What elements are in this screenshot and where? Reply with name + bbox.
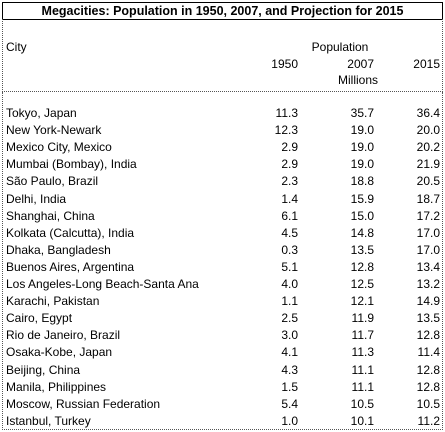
- city-cell: Osaka-Kobe, Japan: [6, 345, 113, 360]
- city-cell: Shanghai, China: [6, 208, 95, 223]
- title: Megacities: Population in 1950, 2007, an…: [2, 2, 443, 20]
- city-cell: Manila, Philippines: [6, 379, 107, 394]
- value-cell: 6.1: [281, 208, 298, 223]
- value-cell: 2.3: [281, 174, 298, 189]
- value-cell: 10.5: [350, 396, 374, 411]
- value-cell: 19.0: [350, 157, 374, 172]
- value-cell: 20.5: [416, 174, 440, 189]
- value-cell: 21.9: [416, 157, 440, 172]
- value-cell: 17.0: [416, 225, 440, 240]
- city-cell: Beijing, China: [6, 362, 81, 377]
- value-cell: 12.8: [416, 328, 440, 343]
- value-cell: 15.0: [350, 208, 374, 223]
- value-cell: 14.9: [416, 294, 440, 309]
- value-cell: 14.8: [350, 225, 374, 240]
- value-cell: 13.2: [416, 277, 440, 291]
- value-cell: 0.3: [281, 242, 298, 257]
- city-cell: Mumbai (Bombay), India: [6, 157, 137, 172]
- value-cell: 4.5: [281, 225, 298, 240]
- value-cell: 11.9: [351, 311, 374, 326]
- value-cell: 5.1: [281, 259, 298, 274]
- value-cell: 1.0: [281, 413, 298, 428]
- value-cell: 1.1: [281, 294, 298, 309]
- city-cell: Cairo, Egypt: [6, 311, 73, 326]
- value-cell: 2.9: [281, 140, 298, 155]
- value-cell: 19.0: [350, 123, 374, 138]
- value-cell: 35.7: [350, 106, 374, 120]
- value-cell: 20.2: [416, 140, 440, 155]
- value-cell: 11.2: [417, 413, 440, 428]
- value-cell: 12.8: [416, 379, 440, 394]
- value-cell: 12.1: [350, 294, 374, 309]
- city-cell: New York-Newark: [6, 123, 102, 138]
- value-cell: 11.3: [275, 106, 298, 120]
- header-box: [2, 19, 443, 92]
- value-cell: 1.4: [281, 191, 298, 206]
- city-cell: Los Angeles-Long Beach-Santa Ana: [6, 277, 199, 291]
- value-cell: 2.9: [281, 157, 298, 172]
- value-cell: 19.0: [350, 140, 374, 155]
- year-header: 1950: [271, 57, 298, 71]
- value-cell: 20.0: [416, 123, 440, 138]
- city-cell: Dhaka, Bangladesh: [6, 242, 111, 257]
- city-cell: Istanbul, Turkey: [6, 413, 91, 428]
- value-cell: 18.7: [416, 191, 440, 206]
- value-cell: 17.0: [416, 242, 440, 257]
- value-cell: 12.5: [350, 277, 374, 291]
- value-cell: 1.5: [281, 379, 298, 394]
- value-cell: 11.4: [417, 345, 440, 360]
- value-cell: 4.0: [281, 277, 298, 291]
- population-header: Population: [311, 40, 369, 54]
- city-cell: Karachi, Pakistan: [6, 294, 100, 309]
- value-cell: 10.5: [416, 396, 440, 411]
- value-cell: 5.4: [281, 396, 298, 411]
- year-header: 2015: [413, 57, 440, 71]
- value-cell: 36.4: [416, 106, 440, 120]
- value-cell: 12.8: [416, 362, 440, 377]
- value-cell: 11.7: [351, 328, 374, 343]
- city-cell: Delhi, India: [6, 191, 67, 206]
- value-cell: 12.8: [350, 259, 374, 274]
- city-cell: Mexico City, Mexico: [6, 140, 112, 155]
- value-cell: 4.3: [281, 362, 298, 377]
- city-cell: Rio de Janeiro, Brazil: [6, 328, 121, 343]
- value-cell: 13.4: [416, 259, 440, 274]
- city-cell: Buenos Aires, Argentina: [6, 259, 135, 274]
- value-cell: 10.1: [350, 413, 374, 428]
- year-header: 2007: [347, 57, 374, 71]
- value-cell: 15.9: [350, 191, 374, 206]
- city-cell: Tokyo, Japan: [6, 106, 77, 120]
- value-cell: 18.8: [350, 174, 374, 189]
- value-cell: 11.1: [351, 379, 374, 394]
- body-box: [2, 92, 443, 430]
- value-cell: 17.2: [416, 208, 440, 223]
- value-cell: 12.3: [274, 123, 298, 138]
- city-cell: São Paulo, Brazil: [6, 174, 99, 189]
- value-cell: 13.5: [350, 242, 374, 257]
- value-cell: 11.1: [351, 362, 374, 377]
- value-cell: 3.0: [281, 328, 298, 343]
- value-cell: 2.5: [281, 311, 298, 326]
- city-cell: Moscow, Russian Federation: [6, 396, 161, 411]
- value-cell: 13.5: [416, 311, 440, 326]
- value-cell: 4.1: [281, 345, 298, 360]
- value-cell: 11.3: [351, 345, 374, 360]
- city-cell: Kolkata (Calcutta), India: [6, 225, 135, 240]
- city-header: City: [6, 40, 27, 54]
- units-header: Millions: [337, 73, 378, 87]
